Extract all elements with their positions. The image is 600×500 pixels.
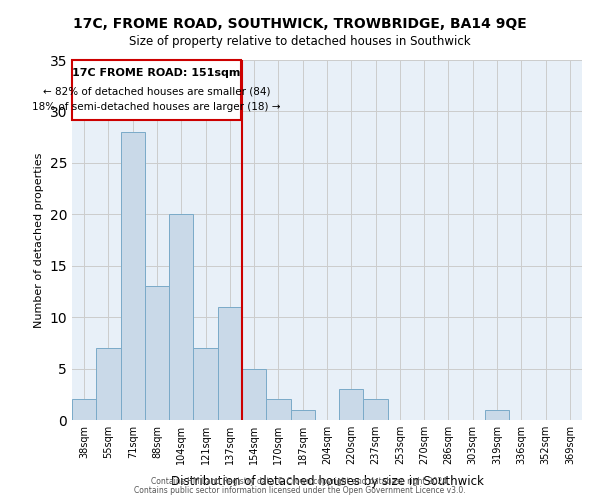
Bar <box>290 410 315 420</box>
Bar <box>169 214 193 420</box>
Bar <box>485 410 509 420</box>
Y-axis label: Number of detached properties: Number of detached properties <box>34 152 44 328</box>
Bar <box>364 400 388 420</box>
Text: 17C, FROME ROAD, SOUTHWICK, TROWBRIDGE, BA14 9QE: 17C, FROME ROAD, SOUTHWICK, TROWBRIDGE, … <box>73 18 527 32</box>
Bar <box>339 389 364 420</box>
Text: 17C FROME ROAD: 151sqm: 17C FROME ROAD: 151sqm <box>72 68 241 78</box>
Bar <box>193 348 218 420</box>
Bar <box>218 307 242 420</box>
Bar <box>242 368 266 420</box>
Bar <box>266 400 290 420</box>
Bar <box>145 286 169 420</box>
Bar <box>72 400 96 420</box>
Bar <box>121 132 145 420</box>
X-axis label: Distribution of detached houses by size in Southwick: Distribution of detached houses by size … <box>170 476 484 488</box>
Text: ← 82% of detached houses are smaller (84): ← 82% of detached houses are smaller (84… <box>43 87 270 97</box>
Text: Contains public sector information licensed under the Open Government Licence v3: Contains public sector information licen… <box>134 486 466 495</box>
Bar <box>72 60 241 120</box>
Bar <box>96 348 121 420</box>
Text: Contains HM Land Registry data © Crown copyright and database right 2024.: Contains HM Land Registry data © Crown c… <box>151 477 449 486</box>
Text: Size of property relative to detached houses in Southwick: Size of property relative to detached ho… <box>129 35 471 48</box>
Text: 18% of semi-detached houses are larger (18) →: 18% of semi-detached houses are larger (… <box>32 102 281 113</box>
